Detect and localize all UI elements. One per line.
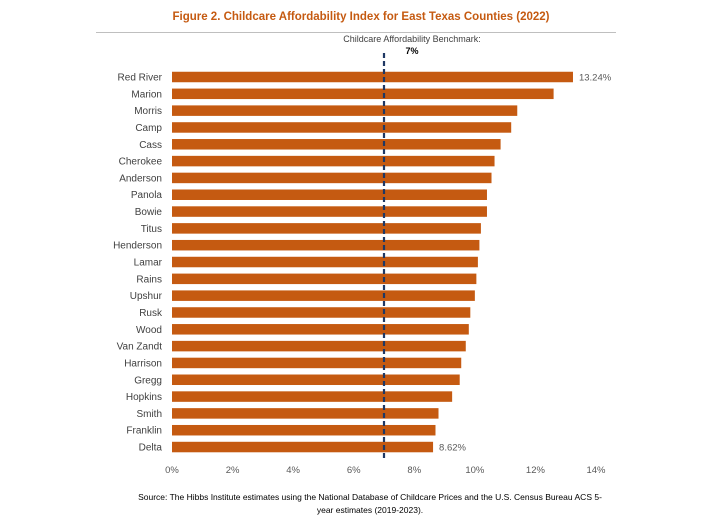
x-tick-label: 6%: [347, 465, 361, 476]
chart-title: Figure 2. Childcare Affordability Index …: [172, 11, 550, 23]
category-label: Cherokee: [119, 157, 163, 168]
data-label: 13.24%: [579, 73, 612, 84]
data-label: 8.62%: [439, 443, 466, 454]
bar-hopkins: [172, 391, 453, 402]
category-label: Anderson: [119, 173, 162, 184]
category-label: Bowie: [135, 207, 163, 218]
benchmark-label: Childcare Affordability Benchmark:: [343, 34, 480, 44]
bar-upshur: [172, 290, 475, 301]
bar-gregg: [172, 374, 460, 386]
bar-cass: [172, 139, 501, 150]
bar-van-zandt: [172, 340, 466, 352]
x-tick-label: 14%: [586, 465, 606, 476]
bar-rains: [172, 273, 477, 285]
category-label: Henderson: [113, 241, 162, 252]
x-tick-label: 2%: [226, 465, 240, 476]
x-tick-label: 10%: [465, 465, 485, 476]
x-tick-label: 12%: [526, 465, 546, 476]
bar-morris: [172, 105, 518, 116]
bar-franklin: [172, 424, 436, 436]
data-labels: 13.24% 8.62%: [439, 73, 612, 454]
bar-anderson: [172, 172, 492, 184]
bar-marion: [172, 88, 554, 100]
bar-rusk: [172, 307, 471, 318]
bar-henderson: [172, 239, 480, 251]
category-label: Wood: [136, 325, 162, 336]
benchmark-value: 7%: [405, 46, 418, 56]
category-label: Harrison: [124, 358, 162, 369]
bar-titus: [172, 223, 481, 234]
bar-camp: [172, 122, 512, 133]
category-label: Panola: [131, 190, 163, 201]
bar-lamar: [172, 256, 478, 268]
bar-delta: [172, 441, 434, 453]
x-axis-ticks: 0% 2% 4% 6% 8% 10% 12% 14%: [165, 465, 606, 476]
category-label: Franklin: [126, 426, 162, 437]
category-label: Red River: [118, 73, 163, 84]
source-note: Source: The Hibbs Institute estimates us…: [138, 492, 602, 515]
category-label: Smith: [136, 409, 162, 420]
category-label: Delta: [139, 443, 163, 454]
category-label: Hopkins: [126, 392, 162, 403]
category-label: Cass: [139, 140, 162, 151]
bar-chart: Red River Marion Morris Camp Cass Cherokee And…: [113, 34, 612, 476]
bar-wood: [172, 324, 469, 335]
category-label: Camp: [135, 123, 162, 134]
category-labels: Red River Marion Morris Camp Cass Cherokee And…: [113, 73, 163, 454]
x-tick-label: 4%: [286, 465, 300, 476]
title-rule: [96, 32, 616, 33]
category-label: Lamar: [134, 258, 163, 269]
bar-harrison: [172, 357, 462, 369]
bar-smith: [172, 408, 439, 419]
bar-panola: [172, 189, 487, 200]
category-label: Van Zandt: [117, 342, 163, 353]
category-label: Gregg: [134, 375, 162, 386]
bar-group: [172, 71, 573, 453]
category-label: Rusk: [139, 308, 163, 319]
x-tick-label: 0%: [165, 465, 179, 476]
category-label: Titus: [141, 224, 162, 235]
bar-red-river: [172, 71, 573, 83]
category-label: Rains: [136, 274, 162, 285]
category-label: Marion: [131, 89, 162, 100]
bar-cherokee: [172, 155, 495, 167]
bar-bowie: [172, 206, 487, 217]
x-tick-label: 8%: [407, 465, 421, 476]
category-label: Morris: [134, 106, 162, 117]
category-label: Upshur: [130, 291, 163, 302]
